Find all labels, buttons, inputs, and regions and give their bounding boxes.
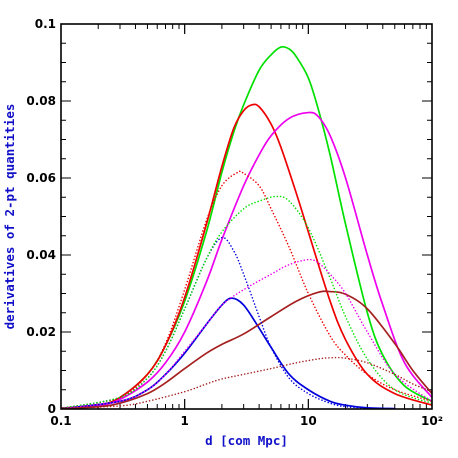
y-tick-label: 0 <box>48 402 56 416</box>
series-line-7 <box>61 170 432 409</box>
series-line-9 <box>61 258 432 409</box>
y-tick-label: 0.08 <box>26 94 56 108</box>
x-tick-label: 0.1 <box>50 414 71 428</box>
y-axis-ticks <box>61 23 432 410</box>
plot-series <box>61 45 432 409</box>
x-tick-label: 10 <box>300 414 317 428</box>
plot-frame <box>60 23 433 410</box>
y-tick-label: 0.06 <box>26 171 56 185</box>
series-line-10 <box>61 356 432 409</box>
x-tick-label: 10² <box>421 414 443 428</box>
x-axis-title: d [com Mpc] <box>205 433 288 448</box>
y-tick-label: 0.1 <box>35 17 56 31</box>
y-axis-title: derivatives of 2-pt quantities <box>2 104 17 330</box>
x-tick-label: 1 <box>180 414 188 428</box>
series-line-4 <box>61 297 396 409</box>
series-line-2 <box>61 103 432 409</box>
series-line-3 <box>61 111 432 409</box>
series-line-8 <box>61 195 432 409</box>
y-tick-label: 0.02 <box>26 325 56 339</box>
y-tick-labels: 0 0.02 0.04 0.06 0.08 0.1 <box>26 17 56 416</box>
series-line-1 <box>61 45 432 409</box>
x-tick-labels: 0.1 1 10 10² <box>50 414 443 428</box>
series-line-5 <box>61 290 432 409</box>
x-axis-ticks <box>60 24 433 409</box>
y-tick-label: 0.04 <box>26 248 56 262</box>
